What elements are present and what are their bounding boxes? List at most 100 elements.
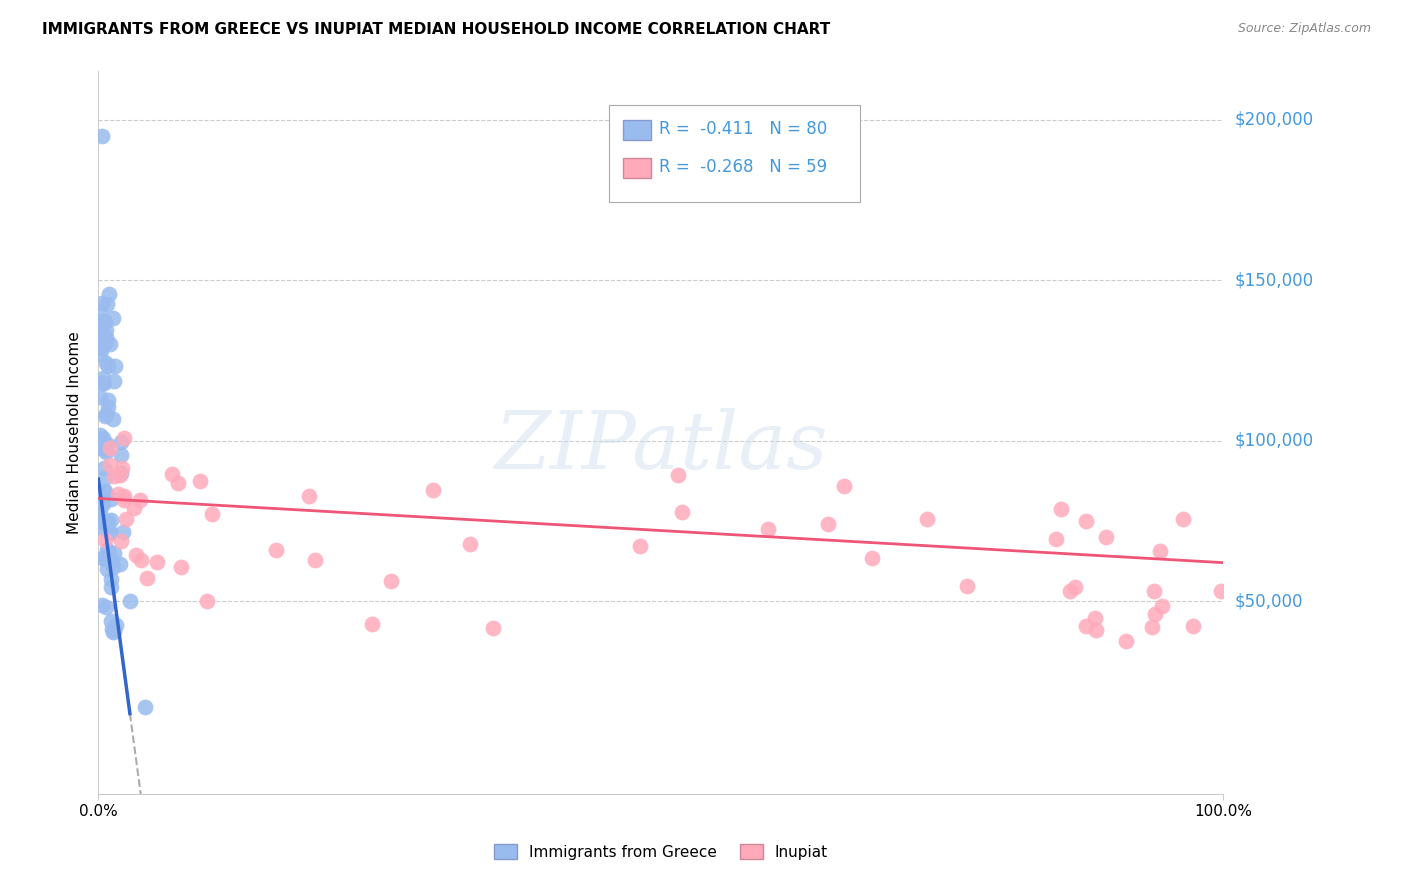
Point — [93, 328, 115, 343]
Point — [93, 533, 115, 547]
Point — [111, 461, 134, 475]
Point — [90, 514, 112, 528]
Point — [956, 579, 979, 593]
Point — [91, 296, 114, 310]
Point — [100, 614, 122, 628]
Point — [100, 580, 122, 594]
Point — [91, 371, 114, 385]
Point — [97, 514, 120, 528]
Point — [758, 522, 780, 536]
Point — [96, 330, 118, 344]
Point — [89, 442, 111, 456]
Point — [380, 574, 402, 588]
Point — [129, 493, 152, 508]
Point — [122, 500, 145, 515]
Text: $150,000: $150,000 — [1234, 271, 1313, 289]
Point — [100, 552, 122, 566]
Point — [200, 507, 222, 521]
Point — [103, 469, 125, 483]
Point — [134, 700, 156, 714]
Y-axis label: Median Household Income: Median Household Income — [67, 331, 83, 534]
Point — [360, 617, 382, 632]
Point — [145, 555, 167, 569]
Point — [103, 546, 125, 560]
Point — [97, 392, 120, 407]
Point — [91, 598, 114, 612]
Legend: Immigrants from Greece, Inupiat: Immigrants from Greece, Inupiat — [488, 838, 834, 866]
Text: $100,000: $100,000 — [1234, 432, 1313, 450]
Point — [112, 489, 135, 503]
Point — [111, 525, 134, 540]
Point — [97, 286, 120, 301]
Point — [103, 374, 125, 388]
Point — [101, 311, 124, 326]
Point — [1181, 619, 1204, 633]
Point — [89, 347, 111, 361]
Text: R =  -0.268   N = 59: R = -0.268 N = 59 — [659, 158, 828, 176]
Point — [458, 537, 481, 551]
Point — [89, 320, 111, 334]
Point — [96, 542, 118, 557]
Point — [108, 468, 131, 483]
Point — [1150, 599, 1173, 614]
Point — [628, 539, 651, 553]
Point — [101, 622, 124, 636]
Point — [89, 499, 111, 513]
Point — [96, 437, 118, 451]
Point — [162, 467, 184, 481]
Point — [1074, 514, 1097, 528]
Point — [100, 572, 122, 586]
Point — [93, 337, 115, 351]
Point — [91, 341, 114, 355]
Point — [94, 483, 117, 498]
Point — [110, 467, 132, 481]
Point — [89, 305, 111, 319]
Point — [110, 534, 132, 549]
Point — [832, 479, 855, 493]
Point — [91, 497, 114, 511]
Text: $50,000: $50,000 — [1234, 592, 1303, 610]
Point — [101, 411, 124, 425]
Point — [190, 475, 212, 489]
Point — [1211, 583, 1233, 598]
Point — [98, 524, 121, 539]
Point — [422, 483, 444, 497]
Point — [89, 427, 111, 442]
Point — [93, 461, 115, 475]
Point — [135, 571, 157, 585]
Point — [89, 390, 111, 404]
Point — [115, 512, 138, 526]
Point — [169, 560, 191, 574]
Point — [1050, 502, 1073, 516]
Point — [103, 624, 125, 639]
Point — [94, 407, 117, 421]
Point — [96, 562, 118, 576]
Text: R =  -0.411   N = 80: R = -0.411 N = 80 — [659, 120, 828, 138]
Point — [915, 512, 938, 526]
Point — [94, 335, 117, 350]
Point — [94, 470, 117, 484]
Point — [118, 594, 141, 608]
Point — [100, 512, 122, 526]
Point — [112, 431, 135, 445]
Point — [101, 560, 124, 574]
Point — [1115, 633, 1137, 648]
Point — [94, 356, 117, 370]
Point — [1149, 543, 1171, 558]
Point — [1084, 611, 1107, 625]
Point — [125, 548, 148, 562]
Point — [89, 506, 111, 520]
Text: Source: ZipAtlas.com: Source: ZipAtlas.com — [1237, 22, 1371, 36]
Point — [1143, 584, 1166, 599]
Point — [482, 621, 505, 635]
Point — [98, 525, 121, 540]
Point — [860, 550, 883, 565]
Point — [97, 544, 120, 558]
Point — [1045, 533, 1067, 547]
Point — [93, 552, 115, 566]
Point — [93, 484, 115, 499]
Point — [96, 334, 118, 348]
Point — [93, 431, 115, 445]
Point — [97, 400, 120, 414]
Point — [195, 594, 218, 608]
